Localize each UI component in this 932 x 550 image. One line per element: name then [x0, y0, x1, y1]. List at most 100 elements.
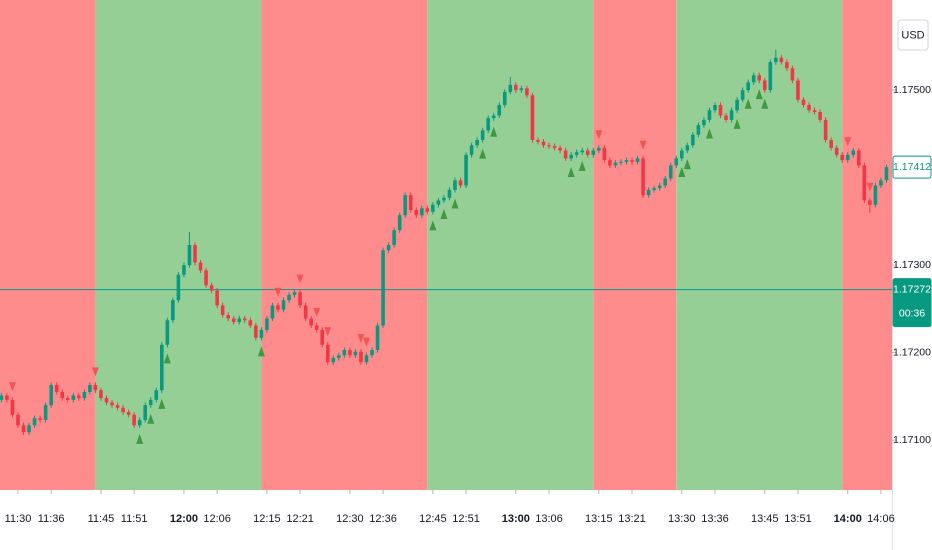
candle-body: [469, 145, 474, 155]
buy-signal: [136, 433, 144, 444]
candle-body: [657, 185, 662, 189]
candle-body: [71, 395, 76, 400]
candle-body: [464, 154, 468, 186]
x-tick-label: 11:45: [88, 513, 115, 525]
candle-body: [447, 189, 452, 198]
x-tick-label: 12:00: [170, 513, 198, 525]
candle-body: [325, 344, 330, 363]
candle-body: [171, 300, 175, 321]
candle-body: [248, 320, 253, 326]
candle-body: [718, 105, 723, 116]
buy-signal: [490, 126, 498, 137]
candle-body: [563, 150, 568, 159]
candle-body: [160, 344, 164, 391]
x-tick-label: 13:15: [585, 513, 613, 525]
candle-body: [691, 134, 695, 146]
x-tick-label: 11:51: [121, 513, 148, 525]
candle-body: [646, 189, 651, 196]
buy-signal: [567, 167, 575, 177]
candle-body: [209, 285, 214, 291]
y-tick-label: 1.17200: [893, 346, 931, 358]
candle-body: [337, 355, 341, 358]
candle-body: [154, 390, 159, 400]
sell-signal: [274, 287, 282, 297]
candle-body: [375, 325, 380, 350]
x-tick-label: 13:51: [784, 513, 812, 525]
candle-body: [348, 350, 352, 356]
x-tick-label: 13:30: [668, 513, 696, 525]
candle-body: [724, 115, 728, 120]
sell-signal: [324, 327, 332, 337]
candle-body: [0, 395, 4, 400]
price-label-box: [892, 155, 932, 179]
candle-body: [619, 161, 623, 163]
candle-body: [746, 82, 750, 91]
price-labels: 1.17412 1.17272 00:36: [892, 155, 932, 328]
candle-body: [370, 350, 374, 356]
candle-body: [608, 160, 612, 166]
candle-body: [702, 119, 706, 126]
time-axis-background: [0, 490, 892, 550]
candle-body: [497, 105, 502, 116]
currency-label: USD: [901, 29, 924, 41]
candle-body: [54, 385, 59, 392]
session-band: [842, 0, 892, 490]
candle-body: [115, 405, 120, 408]
candle-body: [834, 147, 839, 155]
candle-body: [193, 245, 197, 263]
session-band: [427, 0, 594, 490]
candle-body: [696, 125, 701, 135]
candle-body: [857, 150, 861, 166]
x-tick-label: 12:21: [286, 513, 314, 525]
candle-body: [602, 147, 607, 161]
candle-body: [796, 80, 800, 100]
price-label: 1.17272: [893, 283, 931, 295]
currency-button[interactable]: [897, 19, 929, 51]
candle-body: [408, 195, 413, 210]
x-tick-label: 13:06: [535, 513, 563, 525]
candle-body: [580, 150, 585, 153]
buy-signal: [744, 98, 752, 109]
candle-body: [43, 405, 48, 420]
candle-body: [713, 105, 717, 111]
candle-body: [475, 140, 479, 146]
candle-body: [309, 318, 313, 326]
sell-signal: [296, 274, 304, 284]
candle-body: [652, 188, 656, 190]
candle-body: [431, 204, 435, 212]
candle-body: [242, 318, 247, 321]
candle-body: [597, 147, 601, 151]
candle-body: [104, 398, 109, 403]
candle-body: [99, 390, 103, 399]
candle-body: [121, 407, 125, 413]
session-band: [593, 0, 677, 490]
candle-body: [49, 385, 53, 406]
buy-signal: [429, 220, 437, 231]
buy-signal: [755, 89, 763, 100]
buy-signal: [761, 98, 769, 109]
candle-body: [287, 294, 291, 301]
candle-body: [818, 112, 822, 120]
candle-body: [364, 355, 369, 363]
candle-body: [215, 290, 219, 306]
candle-body: [38, 418, 42, 420]
candle-body: [176, 274, 181, 301]
candle-body: [801, 99, 806, 105]
buy-signal: [451, 198, 459, 209]
candle-body: [414, 210, 419, 216]
candle-body: [635, 158, 640, 162]
candle-body: [126, 412, 131, 415]
session-band: [0, 0, 96, 490]
candle-body: [226, 315, 230, 319]
sell-signal: [595, 130, 603, 140]
candle-body: [873, 185, 878, 205]
candle-body: [132, 414, 136, 426]
candle-body: [536, 140, 540, 142]
candle-body: [182, 265, 186, 275]
candle-body: [790, 68, 795, 81]
candle-body: [237, 318, 242, 322]
candle-body: [65, 398, 70, 400]
signals: [8, 89, 874, 444]
sell-signal: [357, 334, 365, 344]
sell-signal: [844, 137, 852, 147]
